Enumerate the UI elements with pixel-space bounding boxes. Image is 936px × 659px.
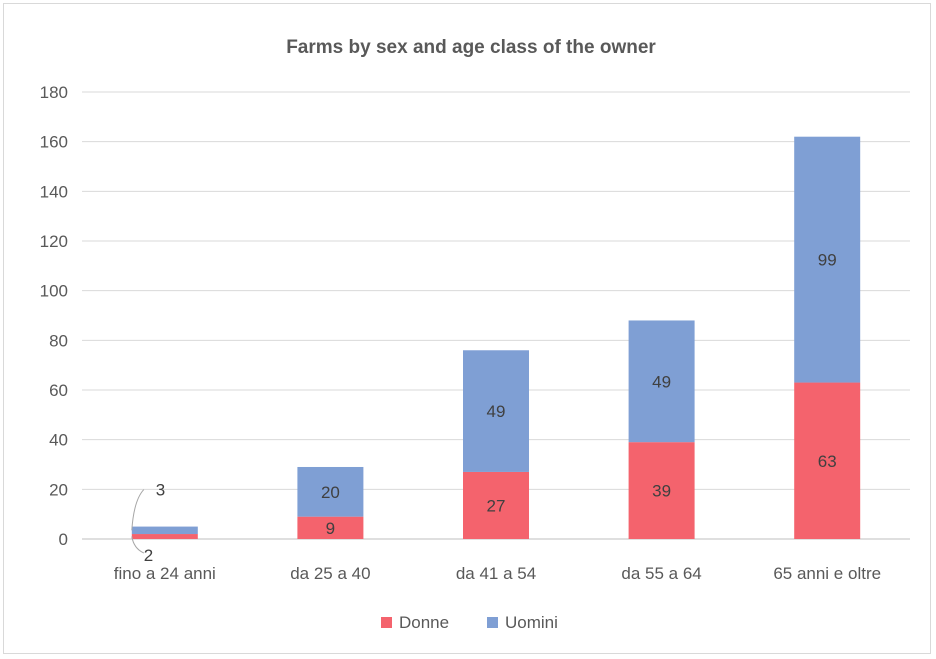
bar-segment (463, 471, 529, 539)
y-tick-label: 160 (40, 133, 68, 152)
bar-segment (794, 136, 861, 383)
bar-segment (131, 534, 198, 539)
x-category-label: da 25 a 40 (290, 564, 370, 583)
legend-swatch (381, 617, 392, 628)
bar-segment (628, 320, 695, 443)
data-label: 49 (487, 402, 506, 421)
y-tick-label: 60 (49, 381, 68, 400)
x-category-label: 65 anni e oltre (773, 564, 881, 583)
y-tick-label: 20 (49, 480, 68, 499)
chart-frame: Farms by sex and age class of the owner … (3, 3, 931, 654)
y-tick-label: 40 (49, 431, 68, 450)
bar-segment (297, 516, 364, 539)
chart-title: Farms by sex and age class of the owner (286, 37, 656, 58)
bar-segment (628, 442, 695, 539)
legend: Donne Uomini (381, 613, 558, 632)
data-label: 9 (326, 519, 335, 538)
data-label: 39 (652, 482, 671, 501)
chart-svg: Farms by sex and age class of the owner … (40, 37, 910, 632)
legend-swatch (487, 617, 498, 628)
x-category-label: fino a 24 anni (114, 564, 216, 583)
data-label: 63 (818, 452, 837, 471)
bars (131, 136, 861, 539)
x-category-label: da 41 a 54 (456, 564, 536, 583)
gridlines (82, 91, 910, 540)
legend-label: Uomini (505, 613, 558, 632)
x-category-label: da 55 a 64 (621, 564, 701, 583)
y-tick-label: 100 (40, 282, 68, 301)
bar-segment (463, 350, 529, 472)
y-tick-label: 80 (49, 331, 68, 350)
y-axis-ticks: 0 20 40 60 80 100 120 140 160 180 (40, 83, 68, 549)
data-label: 3 (156, 481, 165, 500)
bar-segment (794, 382, 861, 539)
data-label: 49 (652, 372, 671, 391)
legend-label: Donne (399, 613, 449, 632)
bar-segment (131, 526, 198, 535)
callout-line (131, 489, 145, 531)
y-tick-label: 140 (40, 182, 68, 201)
data-label: 99 (818, 251, 837, 270)
y-tick-label: 120 (40, 232, 68, 251)
y-tick-label: 180 (40, 83, 68, 102)
data-label: 27 (487, 496, 506, 515)
data-labels: 3 2 9 20 27 49 39 49 63 99 (131, 251, 837, 565)
callout-line (131, 536, 145, 554)
y-tick-label: 0 (59, 530, 68, 549)
data-label: 20 (321, 483, 340, 502)
x-axis-categories: fino a 24 anni da 25 a 40 da 41 a 54 da 55 … (114, 564, 881, 583)
data-label: 2 (144, 546, 153, 565)
bar-segment (297, 466, 364, 517)
